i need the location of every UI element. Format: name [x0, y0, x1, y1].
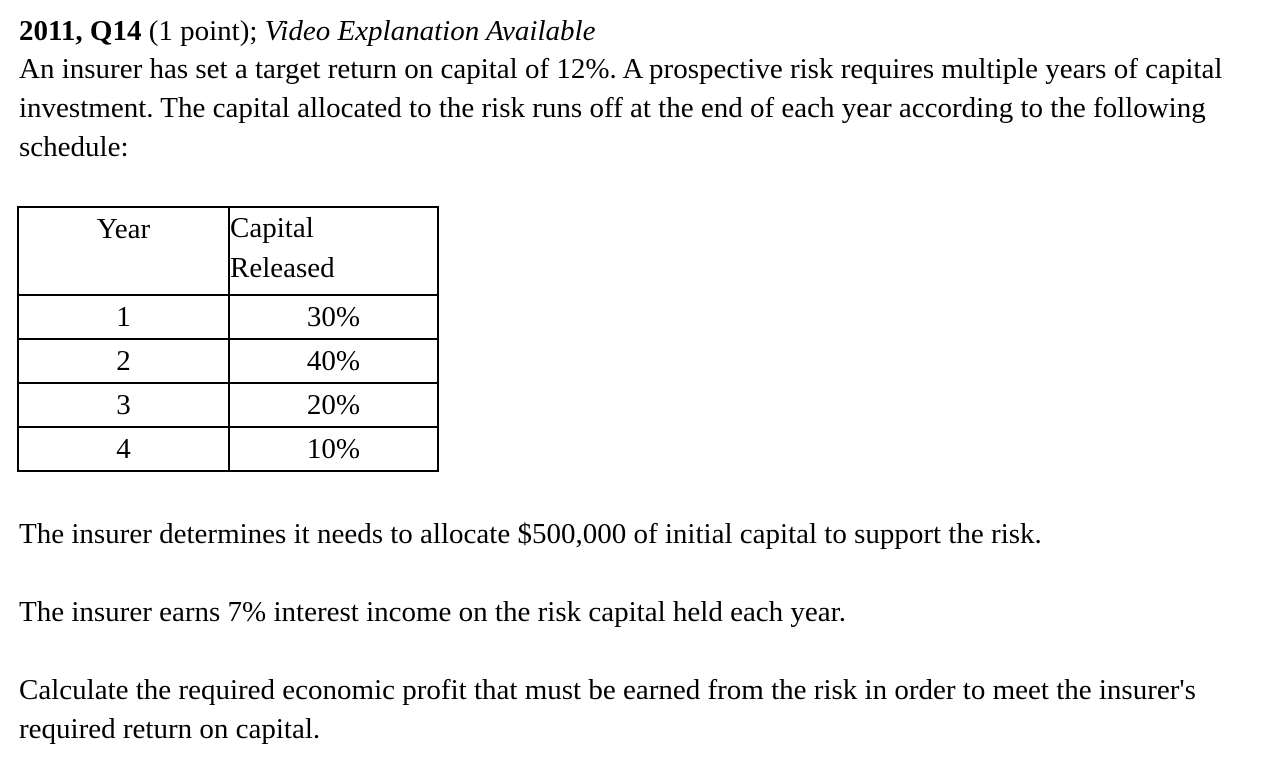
header-year: Year	[17, 206, 230, 296]
question-id: 2011, Q14	[19, 15, 142, 47]
table-row: 2 40%	[17, 338, 439, 384]
initial-capital-paragraph: The insurer determines it needs to alloc…	[19, 518, 1042, 550]
table-header-row: Year Capital Released	[17, 206, 439, 296]
task-paragraph: Calculate the required economic profit t…	[19, 674, 1196, 745]
header-year-label: Year	[96, 213, 151, 245]
table-row: 3 20%	[17, 382, 439, 428]
year-cell: 4	[17, 426, 230, 472]
question-points: (1 point);	[148, 15, 258, 47]
question-document: 2011, Q14 (1 point); Video Explanation A…	[17, 12, 1249, 745]
question-intro: An insurer has set a target return on ca…	[19, 53, 1223, 163]
table-row: 1 30%	[17, 294, 439, 340]
released-cell: 10%	[228, 426, 439, 472]
table-row: 4 10%	[17, 426, 439, 472]
interest-paragraph: The insurer earns 7% interest income on …	[19, 596, 846, 628]
year-cell: 2	[17, 338, 230, 384]
header-capital-line1: Capital	[230, 212, 314, 244]
question-heading: 2011, Q14 (1 point); Video Explanation A…	[19, 12, 1249, 50]
released-cell: 30%	[228, 294, 439, 340]
released-cell: 40%	[228, 338, 439, 384]
capital-release-table: Year Capital Released 1 30% 2 40% 3 20%	[17, 206, 439, 472]
video-explanation-link[interactable]: Video Explanation Available	[264, 15, 596, 47]
released-cell: 20%	[228, 382, 439, 428]
year-cell: 1	[17, 294, 230, 340]
header-capital-released: Capital Released	[228, 206, 439, 296]
year-cell: 3	[17, 382, 230, 428]
header-capital-line2: Released	[230, 252, 335, 284]
